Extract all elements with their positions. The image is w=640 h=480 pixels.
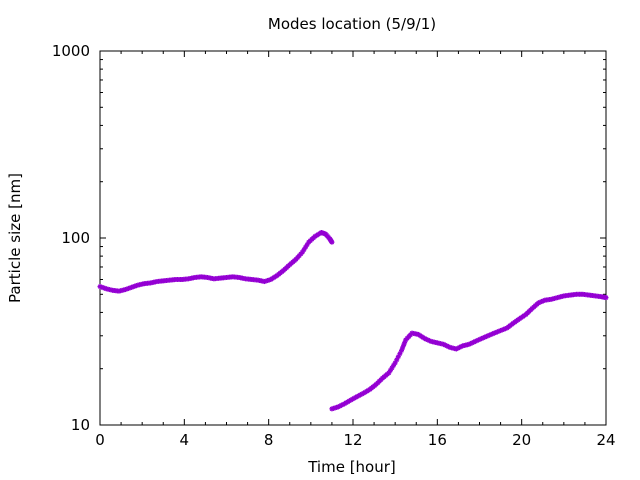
data-point	[386, 370, 392, 376]
data-points	[97, 230, 609, 412]
y-axis-label: Particle size [nm]	[6, 173, 24, 303]
y-tick-label: 100	[61, 229, 90, 247]
y-tick-label: 1000	[52, 42, 90, 60]
x-tick-label: 20	[512, 431, 531, 449]
chart-title: Modes location (5/9/1)	[268, 15, 436, 33]
data-point	[603, 295, 609, 301]
data-point	[329, 239, 335, 245]
plot-frame	[99, 50, 607, 426]
x-tick-label: 12	[343, 431, 362, 449]
x-tick-labels: 0 4 8 12 16 20 24	[95, 431, 615, 449]
y-tick-labels: 10 100 1000	[52, 42, 90, 434]
axis-ticks	[99, 50, 607, 426]
data-point	[401, 342, 407, 348]
x-tick-label: 24	[596, 431, 615, 449]
x-tick-label: 16	[428, 431, 447, 449]
y-tick-label: 10	[71, 416, 90, 434]
x-tick-label: 0	[95, 431, 105, 449]
x-axis-label: Time [hour]	[307, 458, 396, 476]
data-point	[387, 367, 393, 373]
x-tick-label: 4	[180, 431, 190, 449]
x-tick-label: 8	[264, 431, 274, 449]
